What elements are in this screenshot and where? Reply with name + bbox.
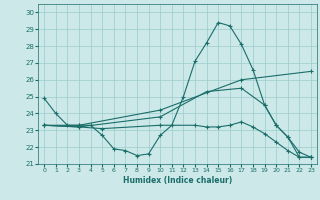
X-axis label: Humidex (Indice chaleur): Humidex (Indice chaleur) [123,176,232,185]
